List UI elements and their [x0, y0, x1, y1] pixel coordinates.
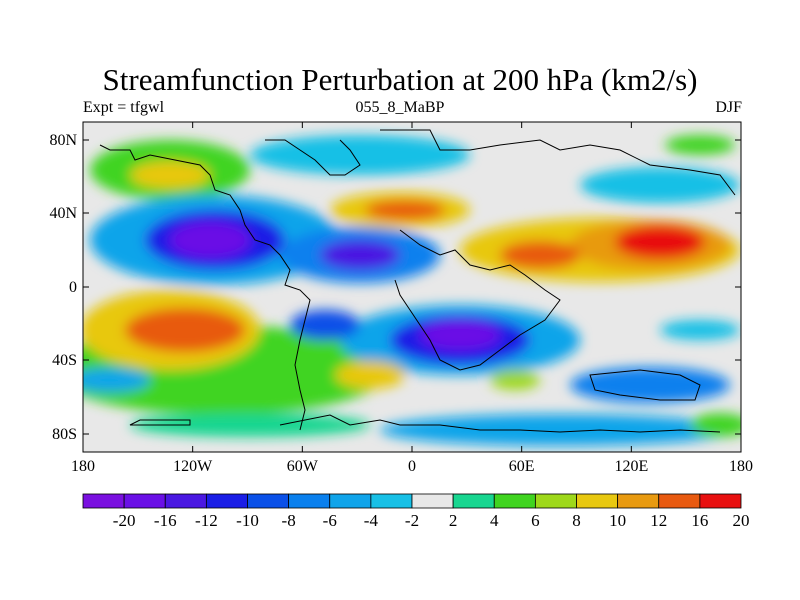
- colorbar-label: -20: [113, 511, 136, 530]
- colorbar-label: 4: [490, 511, 499, 530]
- case-label: 055_8_MaBP: [355, 99, 445, 116]
- plot-title: Streamfunction Perturbation at 200 hPa (…: [102, 62, 698, 97]
- colorbar-swatch: [452, 493, 495, 509]
- x-tick-label: 180: [71, 458, 95, 475]
- colorbar-label: 2: [449, 511, 458, 530]
- experiment-label: Expt = tfgwl: [83, 99, 165, 116]
- colorbar-swatch: [123, 493, 166, 509]
- x-tick-label: 180: [729, 458, 753, 475]
- colorbar-swatch: [164, 493, 207, 509]
- colorbar-swatch: [288, 493, 331, 509]
- colorbar-swatch: [247, 493, 290, 509]
- colorbar-label: 10: [609, 511, 626, 530]
- x-tick-label: 120E: [614, 458, 648, 475]
- x-tick-label: 120W: [173, 458, 213, 475]
- x-tick-label: 0: [408, 458, 416, 475]
- colorbar-swatch: [329, 493, 372, 509]
- colorbar-label: -12: [195, 511, 218, 530]
- contour-field: [83, 122, 741, 452]
- colorbar-label: -6: [323, 511, 337, 530]
- colorbar-swatch: [699, 493, 742, 509]
- y-tick-label: 40S: [52, 352, 77, 369]
- x-tick-label: 60E: [509, 458, 535, 475]
- x-axis: 180 120W 60W 0 60E 120E 180: [71, 122, 753, 475]
- colorbar-label: 6: [531, 511, 540, 530]
- season-label: DJF: [715, 99, 742, 116]
- colorbar-swatch: [617, 493, 660, 509]
- x-tick-label: 60W: [287, 458, 319, 475]
- colorbar-swatch: [205, 493, 248, 509]
- colorbar-label: -8: [282, 511, 296, 530]
- coastlines: [99, 129, 736, 433]
- colorbar-label: 8: [572, 511, 581, 530]
- y-tick-label: 40N: [49, 205, 77, 222]
- colorbar-swatch: [411, 493, 454, 509]
- colorbar-label: 12: [650, 511, 667, 530]
- colorbar-label: -16: [154, 511, 177, 530]
- colorbar-label: 16: [691, 511, 708, 530]
- colorbar-swatch: [493, 493, 536, 509]
- colorbar-swatch: [576, 493, 619, 509]
- colorbar-swatch: [370, 493, 413, 509]
- y-tick-label: 80N: [49, 132, 77, 149]
- colorbar-swatch: [82, 493, 125, 509]
- colorbar: -20 -16 -12 -10 -8 -6 -4 -2 2 4 6 8 10 12 16 20: [82, 493, 750, 530]
- colorbar-swatch: [534, 493, 577, 509]
- colorbar-label: -2: [405, 511, 419, 530]
- colorbar-label: -10: [236, 511, 259, 530]
- y-tick-label: 0: [69, 279, 77, 296]
- colorbar-swatch: [658, 493, 701, 509]
- y-axis: 80N 40N 0 40S 80S: [49, 132, 741, 443]
- colorbar-label: 20: [733, 511, 750, 530]
- y-tick-label: 80S: [52, 426, 77, 443]
- colorbar-label: -4: [364, 511, 379, 530]
